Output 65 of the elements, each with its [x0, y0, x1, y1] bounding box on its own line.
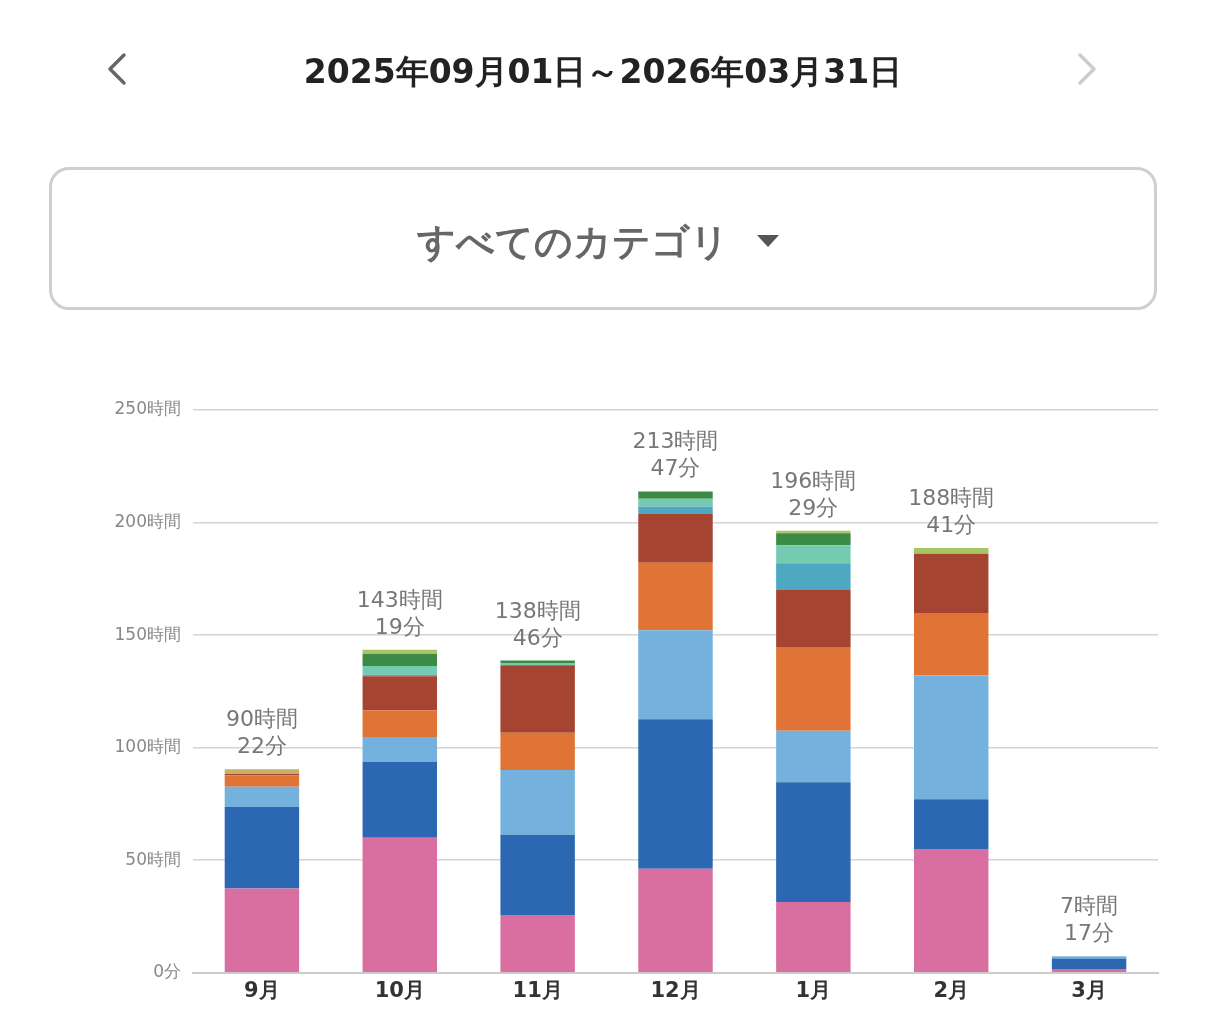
- total-label: 7時間 17分: [1060, 893, 1119, 946]
- bar: [362, 676, 438, 711]
- bar: [500, 914, 575, 973]
- bar: [224, 786, 300, 807]
- y-tick-label: 250時間: [114, 398, 181, 419]
- bar: [362, 653, 438, 666]
- bar: [362, 649, 438, 654]
- bar: [362, 665, 438, 675]
- bar: [638, 719, 713, 869]
- x-tick-label: 11月: [512, 977, 563, 1002]
- bar: [638, 868, 713, 973]
- x-tick-label: 2月: [933, 977, 970, 1002]
- bar: [638, 506, 713, 514]
- bar: [500, 732, 575, 770]
- total-label: 143時間 19分: [356, 586, 443, 639]
- x-tick-label: 1月: [795, 977, 832, 1002]
- bar: [776, 533, 851, 546]
- bar: [913, 848, 989, 973]
- bar: [362, 761, 438, 838]
- bar: [913, 613, 989, 676]
- bar: [500, 665, 575, 733]
- bar: [1051, 958, 1127, 969]
- x-tick-label: 9月: [244, 977, 280, 1002]
- bar: [913, 799, 989, 849]
- chart-subtitle: すべてのカテゴリ: [417, 220, 729, 264]
- x-tick-label: 3月: [1071, 977, 1107, 1002]
- bar: [224, 806, 300, 889]
- x-tick-label: 12月: [650, 977, 701, 1002]
- bar: [776, 730, 851, 783]
- bar: [776, 647, 851, 731]
- total-label: 196時間 29分: [770, 467, 857, 520]
- total-label: 138時間 46分: [494, 597, 581, 650]
- y-tick-label: 50時間: [125, 848, 181, 869]
- bar: [1051, 968, 1127, 973]
- y-tick-label: 150時間: [114, 623, 181, 644]
- total-label: 213時間 47分: [632, 428, 719, 481]
- bar: [638, 630, 713, 720]
- bar: [500, 769, 575, 835]
- bar: [913, 553, 989, 614]
- bar: [913, 548, 989, 554]
- bar: [776, 563, 851, 591]
- bar: [913, 675, 989, 800]
- y-tick-label: 100時間: [114, 736, 181, 757]
- bar: [776, 545, 851, 564]
- bar: [776, 902, 851, 973]
- y-tick-label: 200時間: [114, 510, 181, 531]
- total-label: 188時間 41分: [908, 485, 995, 537]
- bar: [224, 769, 300, 775]
- bar: [362, 837, 438, 973]
- y-tick-label: 0分: [153, 961, 181, 982]
- bar: [224, 888, 300, 973]
- bar: [362, 737, 438, 762]
- bar: [1051, 956, 1127, 959]
- bar: [638, 562, 713, 631]
- bar: [362, 710, 438, 738]
- bar: [776, 590, 851, 648]
- bar: [638, 513, 713, 563]
- chart-title: 2025年09月01日～2026年03月31日: [302, 51, 904, 93]
- bar: [224, 775, 300, 787]
- bar: [638, 491, 713, 499]
- bar: [776, 782, 851, 903]
- bar: [500, 834, 575, 915]
- x-tick-label: 10月: [374, 977, 425, 1002]
- total-label: 90時間 22分: [225, 706, 298, 759]
- bar: [638, 498, 713, 507]
